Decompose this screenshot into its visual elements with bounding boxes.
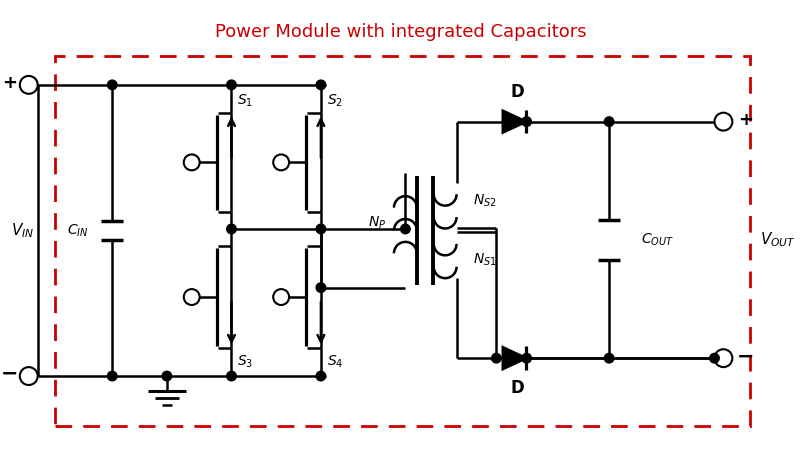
Circle shape — [604, 117, 614, 127]
Circle shape — [316, 80, 326, 90]
Text: −: − — [737, 346, 754, 366]
Text: $S_3$: $S_3$ — [238, 354, 254, 370]
Circle shape — [274, 289, 289, 305]
Circle shape — [401, 224, 410, 234]
Text: $V_{IN}$: $V_{IN}$ — [11, 221, 34, 240]
Text: +: + — [2, 74, 18, 92]
Circle shape — [107, 371, 117, 381]
Circle shape — [316, 283, 326, 292]
Text: Power Module with integrated Capacitors: Power Module with integrated Capacitors — [214, 23, 586, 41]
Polygon shape — [502, 110, 526, 132]
Circle shape — [316, 371, 326, 381]
Circle shape — [604, 353, 614, 363]
Text: $N_{S2}$: $N_{S2}$ — [473, 193, 497, 209]
Circle shape — [316, 224, 326, 234]
Text: +: + — [738, 110, 753, 129]
Polygon shape — [502, 347, 526, 369]
Text: $V_{OUT}$: $V_{OUT}$ — [760, 230, 796, 249]
Circle shape — [522, 117, 531, 127]
Circle shape — [162, 371, 172, 381]
Text: $C_{OUT}$: $C_{OUT}$ — [641, 232, 674, 248]
Circle shape — [226, 224, 236, 234]
Circle shape — [226, 371, 236, 381]
Text: $S_4$: $S_4$ — [327, 354, 343, 370]
Circle shape — [107, 80, 117, 90]
Text: $C_{IN}$: $C_{IN}$ — [66, 222, 88, 239]
Circle shape — [184, 154, 200, 170]
Text: D: D — [511, 83, 525, 101]
Text: D: D — [511, 379, 525, 397]
Circle shape — [20, 367, 38, 385]
Circle shape — [226, 80, 236, 90]
Text: $N_{S1}$: $N_{S1}$ — [473, 252, 497, 269]
Circle shape — [274, 154, 289, 170]
Circle shape — [20, 76, 38, 94]
Circle shape — [714, 349, 732, 367]
Text: $S_2$: $S_2$ — [327, 92, 343, 109]
Circle shape — [522, 353, 531, 363]
Circle shape — [710, 353, 719, 363]
Text: −: − — [1, 364, 18, 384]
Text: $N_P$: $N_P$ — [369, 214, 386, 231]
Circle shape — [184, 289, 200, 305]
Circle shape — [714, 113, 732, 131]
Text: $S_1$: $S_1$ — [238, 92, 254, 109]
Circle shape — [491, 353, 501, 363]
